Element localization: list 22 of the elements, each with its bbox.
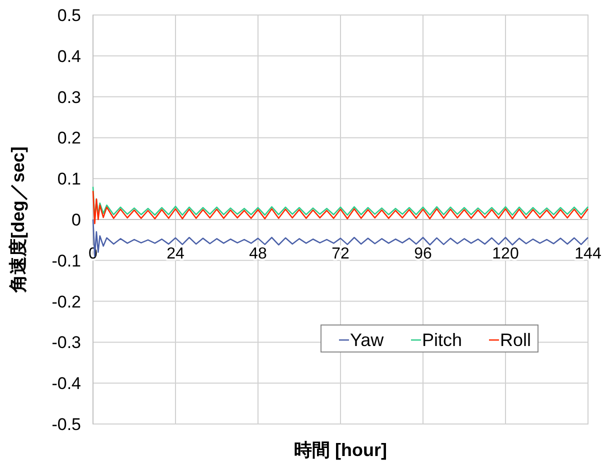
x-tick-label: 120 xyxy=(492,246,519,262)
legend-label: Yaw xyxy=(350,330,385,350)
y-tick-label: 0.1 xyxy=(57,170,81,189)
y-tick-label: -0.4 xyxy=(52,374,81,394)
x-tick-label: 96 xyxy=(414,246,432,262)
y-tick-label: 0.2 xyxy=(57,128,81,148)
y-tick-label: -0.1 xyxy=(52,251,81,270)
y-tick-label: 0.5 xyxy=(57,6,81,25)
x-tick-label: 72 xyxy=(332,246,350,262)
x-tick-label: 24 xyxy=(166,246,184,262)
legend-label: Roll xyxy=(500,330,532,350)
x-tick-label: 48 xyxy=(249,246,267,262)
y-tick-label: -0.3 xyxy=(52,333,81,352)
x-tick-label: 144 xyxy=(574,246,602,262)
y-tick-label: -0.5 xyxy=(52,415,81,434)
y-tick-label: 0.3 xyxy=(57,88,81,107)
y-axis-title: 角速度[deg／sec] xyxy=(8,146,28,294)
x-axis-title: 時間 [hour] xyxy=(294,440,387,460)
y-tick-label: -0.2 xyxy=(52,292,81,312)
y-tick-label: 0 xyxy=(72,210,81,230)
legend-label: Pitch xyxy=(422,330,462,350)
y-tick-label: 0.4 xyxy=(57,46,81,66)
